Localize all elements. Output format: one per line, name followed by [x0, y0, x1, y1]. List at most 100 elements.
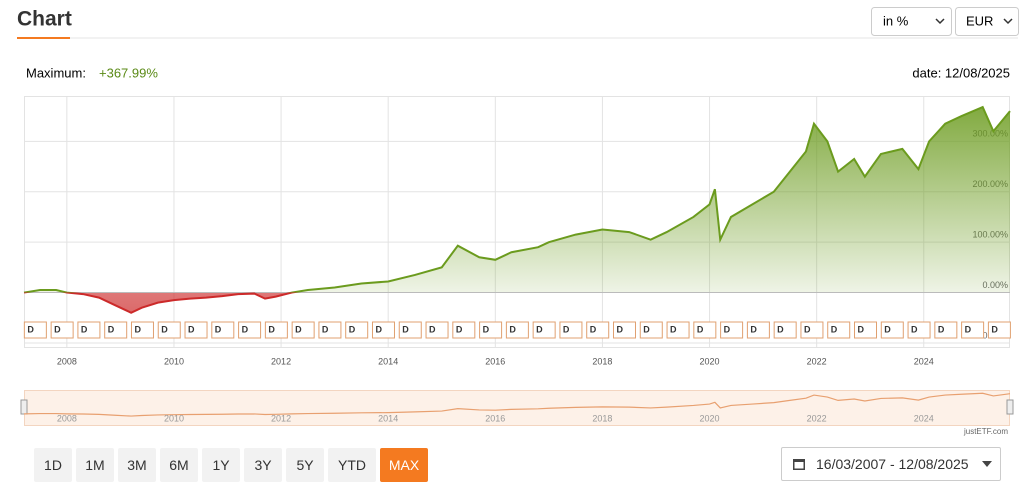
- range-button[interactable]: 1M: [76, 448, 114, 482]
- credit: justETF.com: [963, 427, 1008, 436]
- dividend-label: D: [884, 324, 891, 334]
- range-button[interactable]: 1D: [34, 448, 72, 482]
- navigator-tick-label: 2022: [807, 413, 827, 423]
- dividend-label: D: [724, 324, 731, 334]
- dividend-marker: [211, 321, 235, 339]
- range-button[interactable]: 3Y: [244, 448, 282, 482]
- maximum-label: Maximum:: [26, 65, 86, 80]
- dividend-marker: [505, 321, 529, 339]
- dividend-label: D: [456, 324, 463, 334]
- navigator-tick-label: 2014: [378, 413, 398, 423]
- dividend-label: D: [804, 324, 811, 334]
- unit-select-label: in %: [883, 13, 909, 28]
- dividend-label: D: [429, 324, 436, 334]
- dividend-marker: [559, 321, 583, 339]
- navigator-line: [23, 392, 1011, 417]
- dividend-marker: [318, 321, 342, 339]
- dividend-label: D: [911, 324, 918, 334]
- navigator-tick-label: 2010: [164, 413, 184, 423]
- date-picker[interactable]: 16/03/2007 - 12/08/2025: [781, 447, 1001, 481]
- dividend-label: D: [215, 324, 222, 334]
- range-button[interactable]: 1Y: [202, 448, 240, 482]
- dividend-label: D: [777, 324, 784, 334]
- chevron: [1003, 18, 1013, 25]
- dividend-marker: [612, 321, 636, 339]
- dividend-marker: [291, 321, 315, 339]
- dividend-marker: [50, 321, 74, 339]
- unit-select[interactable]: [871, 7, 952, 36]
- navigator-tick-label: 2008: [57, 413, 77, 423]
- dividend-marker: [880, 321, 904, 339]
- dividend-marker: [854, 321, 878, 339]
- dividend-marker: [827, 321, 851, 339]
- date-range: 16/03/2007 - 12/08/2025: [816, 456, 969, 472]
- navigator-handle[interactable]: [1006, 399, 1014, 415]
- range-button[interactable]: YTD: [328, 448, 376, 482]
- area: [24, 107, 1010, 293]
- dividend-label: D: [188, 324, 195, 334]
- dividend-marker: [77, 321, 101, 339]
- date: date: 12/08/2025: [912, 65, 1010, 80]
- dividend-label: D: [697, 324, 704, 334]
- dividend-marker: [425, 321, 449, 339]
- dividend-label: D: [643, 324, 650, 334]
- dividend-marker: [398, 321, 422, 339]
- dividend-marker: [907, 321, 931, 339]
- dividend-label: D: [509, 324, 516, 334]
- currency-select[interactable]: [955, 7, 1019, 36]
- dividend-marker: [264, 321, 288, 339]
- navigator-tick-label: 2012: [271, 413, 291, 423]
- dividend-label: D: [965, 324, 972, 334]
- dividend-marker: [934, 321, 958, 339]
- dividend-marker: [666, 321, 690, 339]
- x-tick-label: 2024: [914, 356, 934, 366]
- range-button[interactable]: MAX: [380, 448, 428, 482]
- x-tick-label: 2020: [700, 356, 720, 366]
- dividend-label: D: [402, 324, 409, 334]
- navigator[interactable]: [24, 390, 1010, 426]
- chevron: [935, 18, 945, 25]
- dividend-label: D: [991, 324, 998, 334]
- dividend-marker: [104, 321, 128, 339]
- dividend-marker: [479, 321, 503, 339]
- line-negative: [23, 292, 299, 314]
- x-tick-label: 2008: [57, 356, 77, 366]
- dividend-marker: [345, 321, 369, 339]
- dividend-label: D: [27, 324, 34, 334]
- navigator-tick-label: 2018: [592, 413, 612, 423]
- dividend-label: D: [563, 324, 570, 334]
- navigator-handle[interactable]: [20, 399, 28, 415]
- navigator-tick-label: 2020: [700, 413, 720, 423]
- calendar-icon: [793, 459, 805, 470]
- dividend-marker: [130, 321, 154, 339]
- dividend-label: D: [483, 324, 490, 334]
- dividend-label: D: [54, 324, 61, 334]
- x-tick-label: 2012: [271, 356, 291, 366]
- dividend-marker: [238, 321, 262, 339]
- maximum-value: +367.99%: [99, 65, 158, 80]
- dividend-marker: [184, 321, 208, 339]
- dividend-label: D: [349, 324, 356, 334]
- caret: [982, 461, 992, 467]
- range-button[interactable]: 6M: [160, 448, 198, 482]
- line: [23, 105, 1011, 293]
- dividend-label: D: [750, 324, 757, 334]
- dividend-marker: [639, 321, 663, 339]
- dividend-label: D: [108, 324, 115, 334]
- dividend-label: D: [375, 324, 382, 334]
- dividend-label: D: [322, 324, 329, 334]
- dividend-marker: [452, 321, 476, 339]
- x-tick-label: 2018: [592, 356, 612, 366]
- range-button[interactable]: 3M: [118, 448, 156, 482]
- x-tick-label: 2022: [807, 356, 827, 366]
- dividend-marker: [800, 321, 824, 339]
- range-button[interactable]: 5Y: [286, 448, 324, 482]
- dividend-label: D: [616, 324, 623, 334]
- navigator-tick-label: 2024: [914, 413, 934, 423]
- currency-select-label: EUR: [966, 13, 993, 28]
- dividend-marker: [987, 321, 1011, 339]
- navigator-tick-label: 2016: [485, 413, 505, 423]
- dividend-marker: [746, 321, 770, 339]
- dividend-label: D: [590, 324, 597, 334]
- dividend-label: D: [536, 324, 543, 334]
